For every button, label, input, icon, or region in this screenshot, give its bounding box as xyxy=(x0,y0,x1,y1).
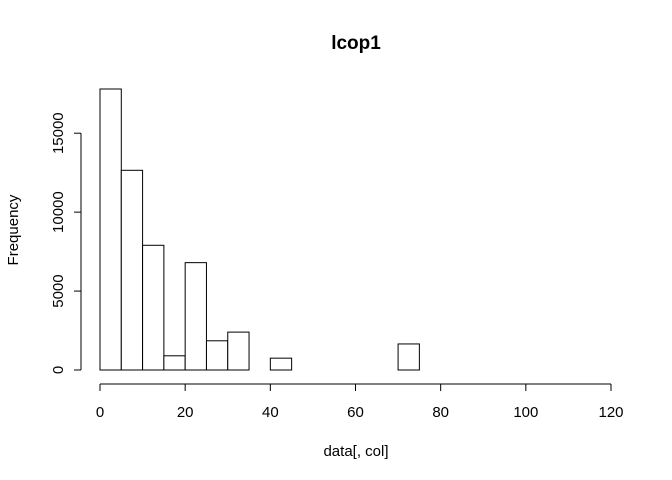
y-tick-label: 5000 xyxy=(50,274,67,307)
histogram-bar xyxy=(205,340,229,371)
y-tick-label: 15000 xyxy=(50,112,67,154)
x-tick-label: 40 xyxy=(262,404,279,421)
chart-title: lcop1 xyxy=(331,33,381,54)
x-tick-label: 20 xyxy=(177,404,194,421)
x-axis-label: data[, col] xyxy=(323,443,388,460)
y-tick-label: 0 xyxy=(50,366,67,374)
x-tick-label: 120 xyxy=(598,404,623,421)
x-tick-label: 80 xyxy=(432,404,449,421)
histogram-bar xyxy=(269,357,293,371)
histogram-bar xyxy=(397,343,420,371)
bars-group xyxy=(99,88,420,371)
histogram-bar xyxy=(184,262,207,371)
y-axis: 0 5000 10000 15000 xyxy=(50,112,82,374)
y-axis-label: Frequency xyxy=(5,194,22,265)
histogram-bar xyxy=(120,169,144,371)
histogram-bar xyxy=(99,88,122,371)
x-tick-label: 100 xyxy=(513,404,538,421)
histogram-bar xyxy=(227,331,250,371)
histogram-bar xyxy=(163,355,186,371)
x-axis: 0 20 40 60 80 100 120 xyxy=(96,383,624,421)
histogram-bar xyxy=(142,244,165,371)
x-tick-label: 0 xyxy=(96,404,104,421)
y-tick-label: 10000 xyxy=(50,191,67,233)
x-tick-label: 60 xyxy=(347,404,364,421)
